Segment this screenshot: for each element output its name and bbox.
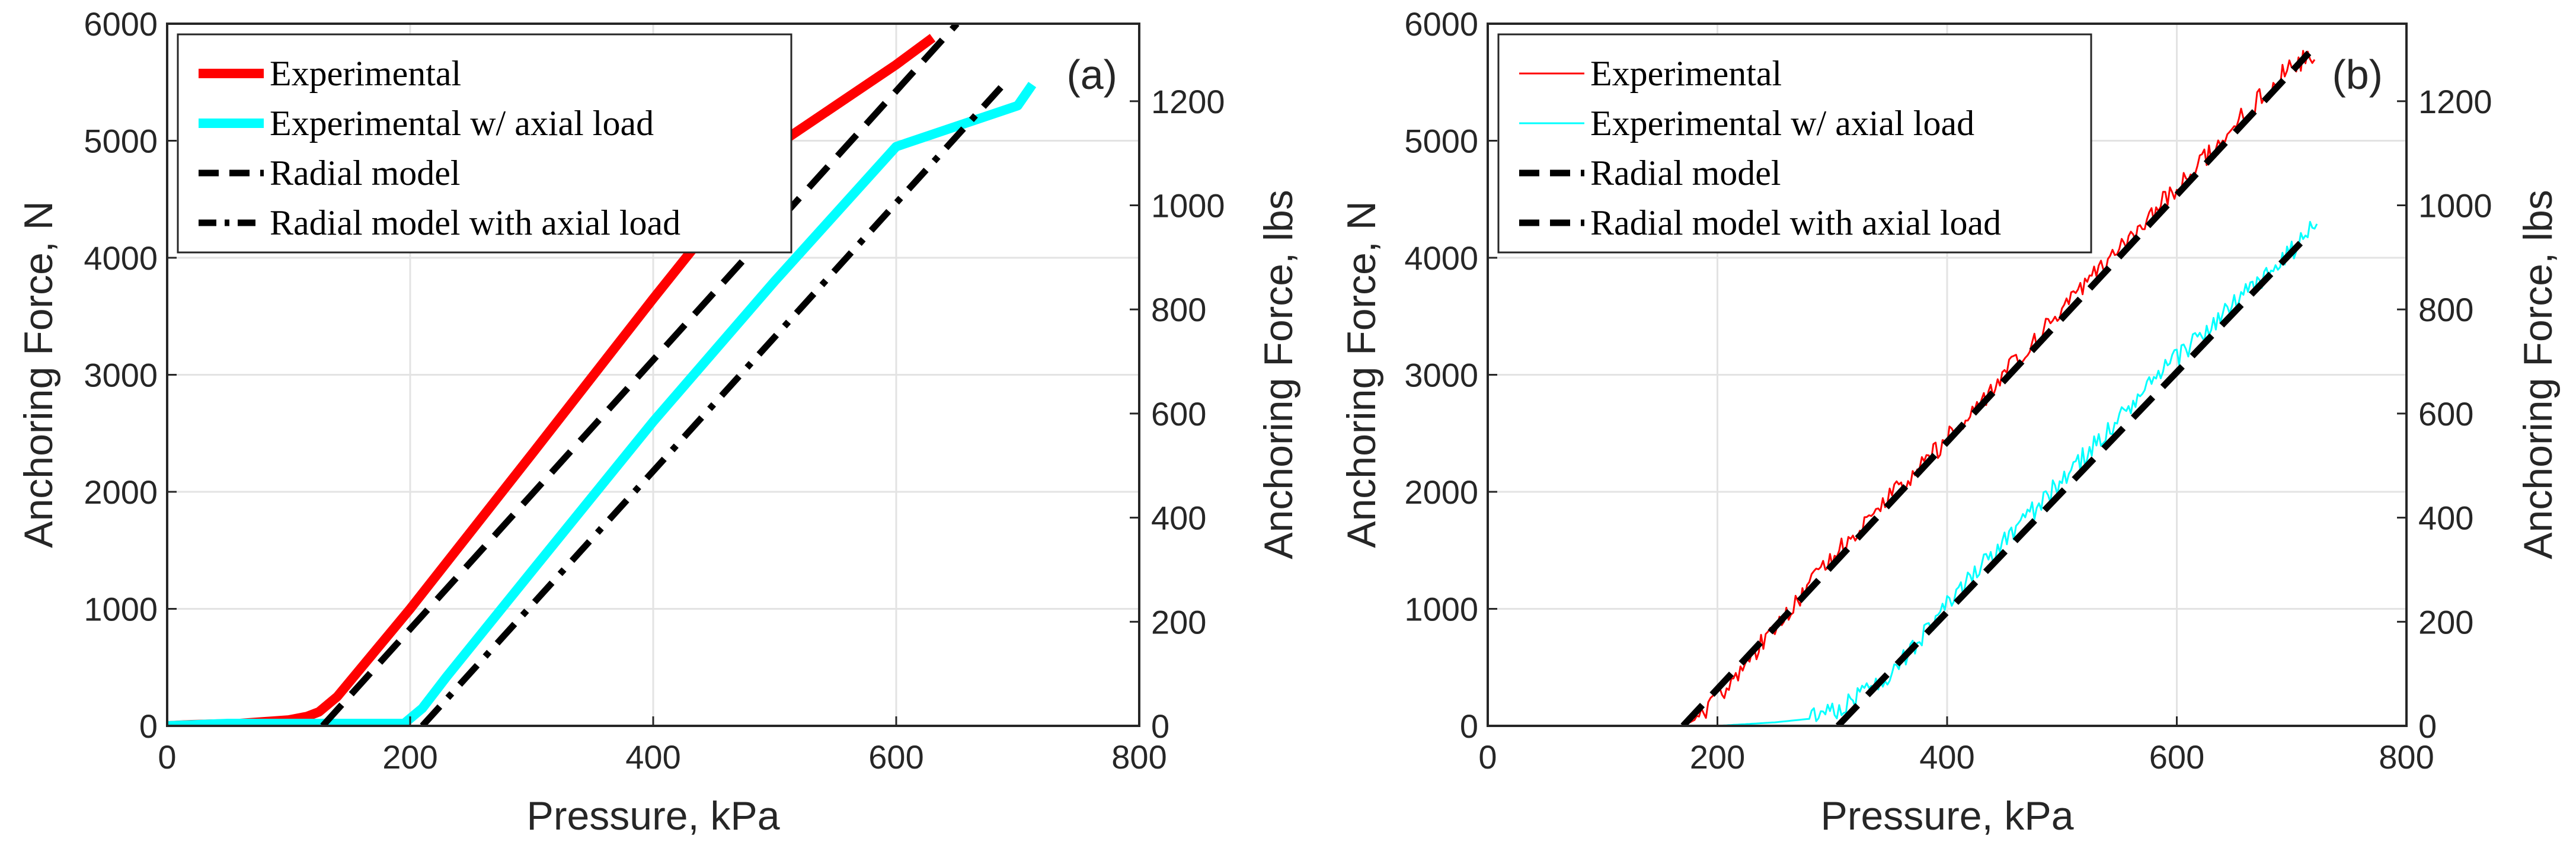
y-tick-label: 5000	[84, 123, 158, 160]
legend-label: Experimental w/ axial load	[270, 104, 654, 143]
x-tick-label: 800	[1111, 738, 1166, 776]
x-tick-label: 200	[1690, 738, 1745, 776]
y-tick-label: 0	[1460, 707, 1478, 745]
legend-label: Radial model	[270, 153, 461, 193]
panel-label: (b)	[2332, 52, 2383, 98]
y-axis-right-label: Anchoring Force, lbs	[1256, 190, 1301, 559]
y-tick-labels: 0 1000 2000 3000 4000 5000 6000	[1404, 5, 1478, 745]
y-right-tick-labels: 0 200 400 600 800 1000 1200	[1151, 83, 1225, 745]
y-tick-labels: 0 1000 2000 3000 4000 5000 6000	[84, 5, 158, 745]
series-line-experimental-w-axial-load	[167, 82, 1037, 726]
x-tick-label: 600	[2149, 738, 2204, 776]
y-tick-label: 5000	[1404, 123, 1478, 160]
x-tick-labels: 0 200 400 600 800	[1478, 738, 2434, 776]
x-tick-label: 600	[868, 738, 923, 776]
series-group	[1510, 50, 2318, 726]
x-tick-label: 400	[1919, 738, 1974, 776]
y-tick-label: 6000	[84, 5, 158, 43]
y-tick-label: 0	[139, 707, 158, 745]
legend-box	[1497, 33, 2092, 254]
chart-panel-b: 0 200 400 600 800 0100020003000400050006000 …	[1339, 5, 2561, 838]
y-tick-label: 3000	[84, 357, 158, 394]
y-right-tick-label: 200	[1151, 603, 1206, 641]
series-line-radial-model	[1680, 50, 2312, 726]
y-tick-label: 4000	[1404, 239, 1478, 277]
y-right-tick-label: 400	[1151, 500, 1206, 537]
y-tick-label: 3000	[1404, 357, 1478, 394]
series-line-radial-model-with-axial-load	[1835, 232, 2312, 726]
y-axis-right-label: Anchoring Force, lbs	[2516, 190, 2561, 559]
y-axis-label: Anchoring Force, N	[1339, 201, 1384, 548]
legend: Experimental Experimental w/ axial load Ra…	[1497, 33, 2092, 254]
legend-label: Experimental	[270, 54, 461, 93]
x-tick-label: 200	[382, 738, 437, 776]
legend-entries: Experimental Experimental w/ axial load Ra…	[1519, 54, 2001, 242]
y-right-tick-label: 600	[1151, 395, 1206, 433]
x-tick-label: 0	[1478, 738, 1497, 776]
series-line-experimental	[1682, 50, 2316, 726]
y-right-tick-label: 400	[2418, 500, 2473, 537]
x-tick-label: 800	[2379, 738, 2434, 776]
x-tick-labels: 0 200 400 600 800	[158, 738, 1166, 776]
y-right-tick-label: 1200	[2418, 83, 2492, 120]
y-tick-label: 1000	[1404, 591, 1478, 628]
y-right-tick-label: 0	[1151, 707, 1169, 745]
y-axis-label: Anchoring Force, N	[16, 201, 61, 548]
series-line-radial-model	[320, 24, 960, 726]
tick-marks	[1487, 23, 2408, 727]
y-tick-label: 6000	[1404, 5, 1478, 43]
legend-box	[177, 33, 792, 254]
x-axis-label: Pressure, kPa	[1820, 793, 2073, 838]
legend-label: Radial model	[1590, 153, 1781, 193]
x-tick-label: 0	[158, 738, 176, 776]
y-right-tick-label: 1000	[2418, 187, 2492, 225]
legend-label: Experimental	[1590, 54, 1782, 93]
y-tick-label: 1000	[84, 591, 158, 628]
y-right-tick-label: 800	[2418, 291, 2473, 328]
y-right-tick-label: 0	[2418, 707, 2437, 745]
x-axis-label: Pressure, kPa	[526, 793, 779, 838]
y-tick-label: 4000	[84, 239, 158, 277]
legend: Experimental Experimental w/ axial load Ra…	[177, 33, 792, 254]
y-right-tick-labels: 0 200 400 600 800 1000 1200	[2418, 83, 2492, 745]
chart-panel-a: 0 200 400 600 800 0100020003000400050006000 …	[16, 5, 1301, 838]
legend-label: Radial model with axial load	[270, 203, 680, 242]
tick-marks	[166, 23, 1140, 727]
panel-label: (a)	[1066, 52, 1117, 98]
y-tick-label: 2000	[84, 473, 158, 511]
x-tick-label: 400	[625, 738, 680, 776]
y-right-tick-label: 1000	[1151, 187, 1225, 225]
y-right-tick-label: 200	[2418, 603, 2473, 641]
y-right-tick-label: 600	[2418, 395, 2473, 433]
y-right-tick-label: 800	[1151, 291, 1206, 328]
y-tick-label: 2000	[1404, 473, 1478, 511]
y-right-tick-label: 1200	[1151, 83, 1225, 120]
legend-label: Experimental w/ axial load	[1590, 104, 1974, 143]
legend-entries: Experimental Experimental w/ axial load Ra…	[199, 54, 680, 242]
legend-label: Radial model with axial load	[1590, 203, 2001, 242]
